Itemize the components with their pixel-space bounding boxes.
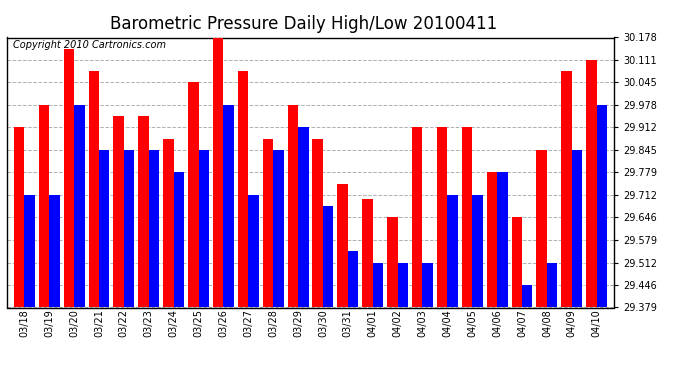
Bar bbox=[248, 195, 259, 308]
Bar bbox=[188, 82, 199, 308]
Bar bbox=[99, 150, 110, 308]
Bar bbox=[149, 150, 159, 308]
Text: Copyright 2010 Cartronics.com: Copyright 2010 Cartronics.com bbox=[13, 40, 166, 50]
Bar bbox=[288, 105, 298, 308]
Bar bbox=[387, 217, 397, 308]
Bar bbox=[323, 206, 333, 308]
Bar bbox=[447, 195, 458, 308]
Bar bbox=[572, 150, 582, 308]
Bar bbox=[472, 195, 483, 308]
Bar bbox=[14, 128, 24, 308]
Bar bbox=[224, 105, 234, 308]
Bar bbox=[497, 172, 508, 308]
Bar bbox=[486, 172, 497, 308]
Bar bbox=[422, 262, 433, 308]
Bar bbox=[163, 139, 174, 308]
Bar bbox=[348, 251, 358, 308]
Bar bbox=[174, 172, 184, 308]
Bar bbox=[522, 285, 533, 308]
Bar bbox=[536, 150, 547, 308]
Bar bbox=[412, 128, 422, 308]
Bar bbox=[88, 71, 99, 308]
Bar bbox=[337, 184, 348, 308]
Bar bbox=[362, 199, 373, 308]
Bar bbox=[124, 150, 135, 308]
Bar bbox=[63, 49, 74, 308]
Bar bbox=[213, 38, 224, 308]
Bar bbox=[511, 217, 522, 308]
Bar bbox=[597, 105, 607, 308]
Bar bbox=[39, 105, 49, 308]
Bar bbox=[263, 139, 273, 308]
Text: Barometric Pressure Daily High/Low 20100411: Barometric Pressure Daily High/Low 20100… bbox=[110, 15, 497, 33]
Bar bbox=[273, 150, 284, 308]
Bar bbox=[74, 105, 85, 308]
Bar bbox=[313, 139, 323, 308]
Bar bbox=[462, 128, 472, 308]
Bar bbox=[113, 116, 124, 308]
Bar bbox=[373, 262, 383, 308]
Bar bbox=[199, 150, 209, 308]
Bar bbox=[437, 128, 447, 308]
Bar bbox=[49, 195, 59, 308]
Bar bbox=[24, 195, 34, 308]
Bar bbox=[238, 71, 248, 308]
Bar bbox=[547, 262, 558, 308]
Bar bbox=[138, 116, 149, 308]
Bar bbox=[397, 262, 408, 308]
Bar bbox=[562, 71, 572, 308]
Bar bbox=[298, 128, 308, 308]
Bar bbox=[586, 60, 597, 308]
